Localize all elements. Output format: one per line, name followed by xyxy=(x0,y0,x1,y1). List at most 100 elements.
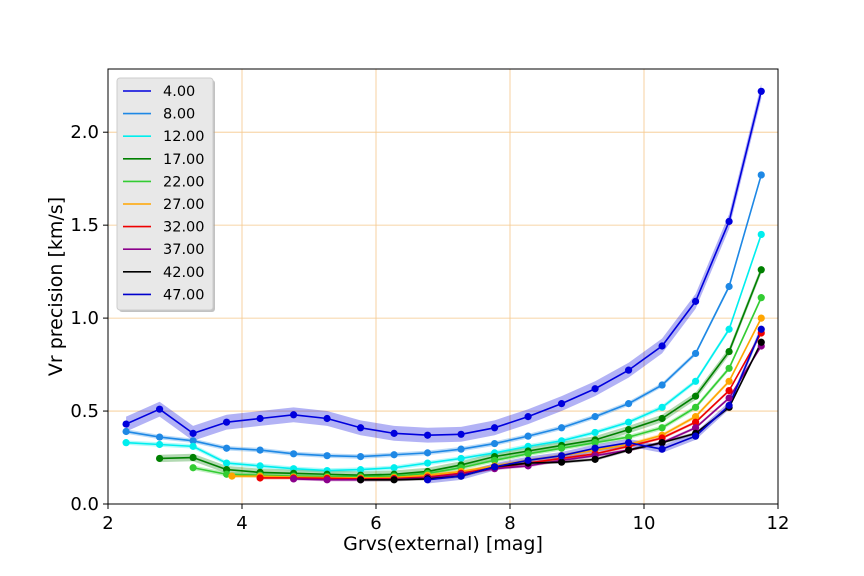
series-4-00-point xyxy=(189,429,197,437)
series-4-00-point xyxy=(658,342,666,350)
series-37-00-point xyxy=(691,424,700,432)
series-4-00-point xyxy=(289,411,298,419)
series-8-00-point xyxy=(155,433,164,441)
series-27-00-point xyxy=(725,377,733,385)
legend-entry-27-00-label: 27.00 xyxy=(163,197,205,213)
series-12-00-point xyxy=(189,442,197,450)
legend-entry-22-00-label: 22.00 xyxy=(163,174,205,190)
x-tick-label: 8 xyxy=(504,513,515,534)
series-12-00-point xyxy=(591,428,599,437)
series-4-00-point xyxy=(691,297,700,305)
series-22-00-point xyxy=(691,403,700,411)
series-12-00-point xyxy=(658,403,666,411)
y-tick-label: 1.5 xyxy=(70,215,99,236)
series-17-00-point xyxy=(624,426,633,434)
series-27-00-point xyxy=(228,472,236,480)
series-27-00-point xyxy=(757,314,765,322)
series-32-00-point xyxy=(691,418,700,426)
x-tick-label: 4 xyxy=(236,513,247,534)
series-47-00-point xyxy=(524,456,532,464)
series-47-00-point xyxy=(757,325,765,333)
series-17-00-point xyxy=(155,454,164,463)
series-4-00-point xyxy=(591,385,599,393)
series-4-00-point xyxy=(356,424,365,432)
legend-entry-47-00-label: 47.00 xyxy=(163,287,205,303)
series-8-00-line xyxy=(125,174,763,458)
series-37-00-point xyxy=(323,476,331,484)
legend-entry-4-00-label: 4.00 xyxy=(163,84,195,100)
series-4-00-point xyxy=(222,418,231,426)
series-42-00-point xyxy=(591,455,599,463)
series-8-00-point xyxy=(457,445,465,453)
series-32-00-point xyxy=(256,474,264,482)
series-8-00-point xyxy=(725,282,733,291)
series-8-00-point xyxy=(189,437,197,445)
series-12-00-point xyxy=(222,459,231,467)
series-4-00-point xyxy=(457,430,465,438)
series-12-00-point xyxy=(457,454,465,463)
series-4-00-point xyxy=(490,424,499,432)
series-8-00-point xyxy=(591,413,599,421)
series-22-00-point xyxy=(524,450,532,458)
series-4-00-point xyxy=(256,414,264,423)
series-17-00-point xyxy=(189,453,197,462)
series-47-00-point xyxy=(557,452,566,460)
series-12-00-point xyxy=(256,462,264,470)
y-axis-label: Vr precision [km/s] xyxy=(45,197,67,376)
series-8-00-point xyxy=(356,452,365,461)
legend-entry-37-00-label: 37.00 xyxy=(163,242,205,258)
x-axis-label: Grvs(external) [mag] xyxy=(343,533,543,555)
legend: 4.00 8.00 12.00 17.00 22.00 27.00 32.00 37.00 42… xyxy=(116,77,215,312)
x-tick-label: 2 xyxy=(102,513,113,534)
series-22-00-point xyxy=(757,294,765,302)
series-22-00-point xyxy=(189,464,197,472)
series-12-00-point xyxy=(725,325,733,333)
series-4-00-point xyxy=(390,429,398,437)
legend-entry-42-00-label: 42.00 xyxy=(163,265,205,281)
series-12-00-point xyxy=(356,466,365,474)
series-47-00-point xyxy=(457,472,465,480)
series-22-00-line xyxy=(192,297,762,478)
series-17-00-point xyxy=(658,414,666,423)
series-17-00-point xyxy=(725,347,733,356)
series-42-00-point xyxy=(624,446,633,454)
series-4-00-point xyxy=(423,431,432,439)
series-12-00-point xyxy=(155,440,164,449)
series-47-00-point xyxy=(624,439,633,447)
series-42-00-point xyxy=(356,476,365,484)
series-12-00-line xyxy=(126,234,763,472)
series-47-00-point xyxy=(423,476,432,484)
series-22-00-point xyxy=(725,364,733,372)
series-37-00-point xyxy=(725,394,733,402)
series-47-00-band xyxy=(427,325,762,484)
series-12-00-point xyxy=(122,439,130,447)
series-8-00-point xyxy=(222,444,231,452)
series-8-00-point xyxy=(557,424,566,432)
series-4-00-point xyxy=(557,400,566,408)
series-8-00-point xyxy=(524,432,532,440)
series-22-00-point xyxy=(624,433,633,441)
series-47-00-point xyxy=(691,432,700,440)
y-tick-label: 2.0 xyxy=(70,122,99,143)
series-42-00-point xyxy=(757,338,765,346)
series-8-00-point xyxy=(691,349,700,358)
series-32-00-point xyxy=(725,387,733,395)
series-8-00-point xyxy=(390,451,398,459)
series-22-00-point xyxy=(658,424,666,432)
y-tick-label: 0.5 xyxy=(70,401,99,422)
series-8-00-point xyxy=(658,381,666,389)
series-47-00-point xyxy=(658,445,666,453)
y-tick-label: 0.0 xyxy=(70,494,99,515)
grid xyxy=(108,69,778,504)
series-17-00-point xyxy=(757,266,765,274)
series-8-00-point xyxy=(256,446,264,454)
series-4-00-point xyxy=(725,217,733,226)
x-tick-label: 6 xyxy=(370,513,381,534)
series-47-00-point xyxy=(725,401,733,410)
series-27-00-point xyxy=(691,413,700,421)
x-tick-label: 10 xyxy=(633,513,656,534)
series-8-00-point xyxy=(289,450,298,458)
legend-entry-12-00-label: 12.00 xyxy=(163,129,205,145)
series-47-00-point xyxy=(490,463,499,471)
